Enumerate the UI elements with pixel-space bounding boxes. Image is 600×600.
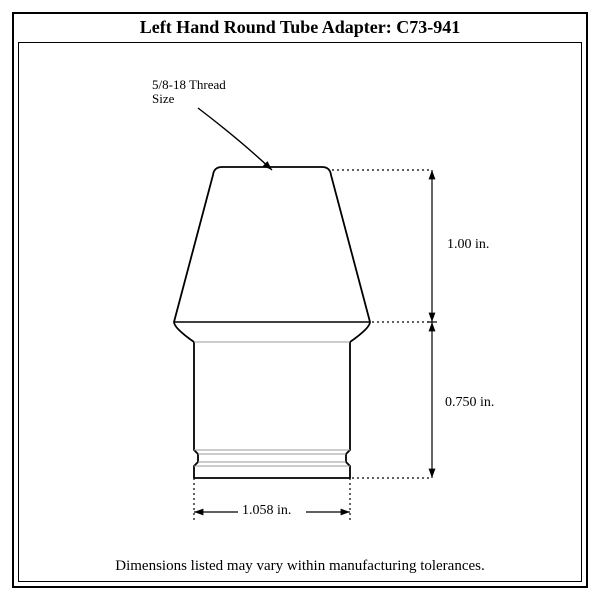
technical-drawing: [0, 0, 600, 600]
